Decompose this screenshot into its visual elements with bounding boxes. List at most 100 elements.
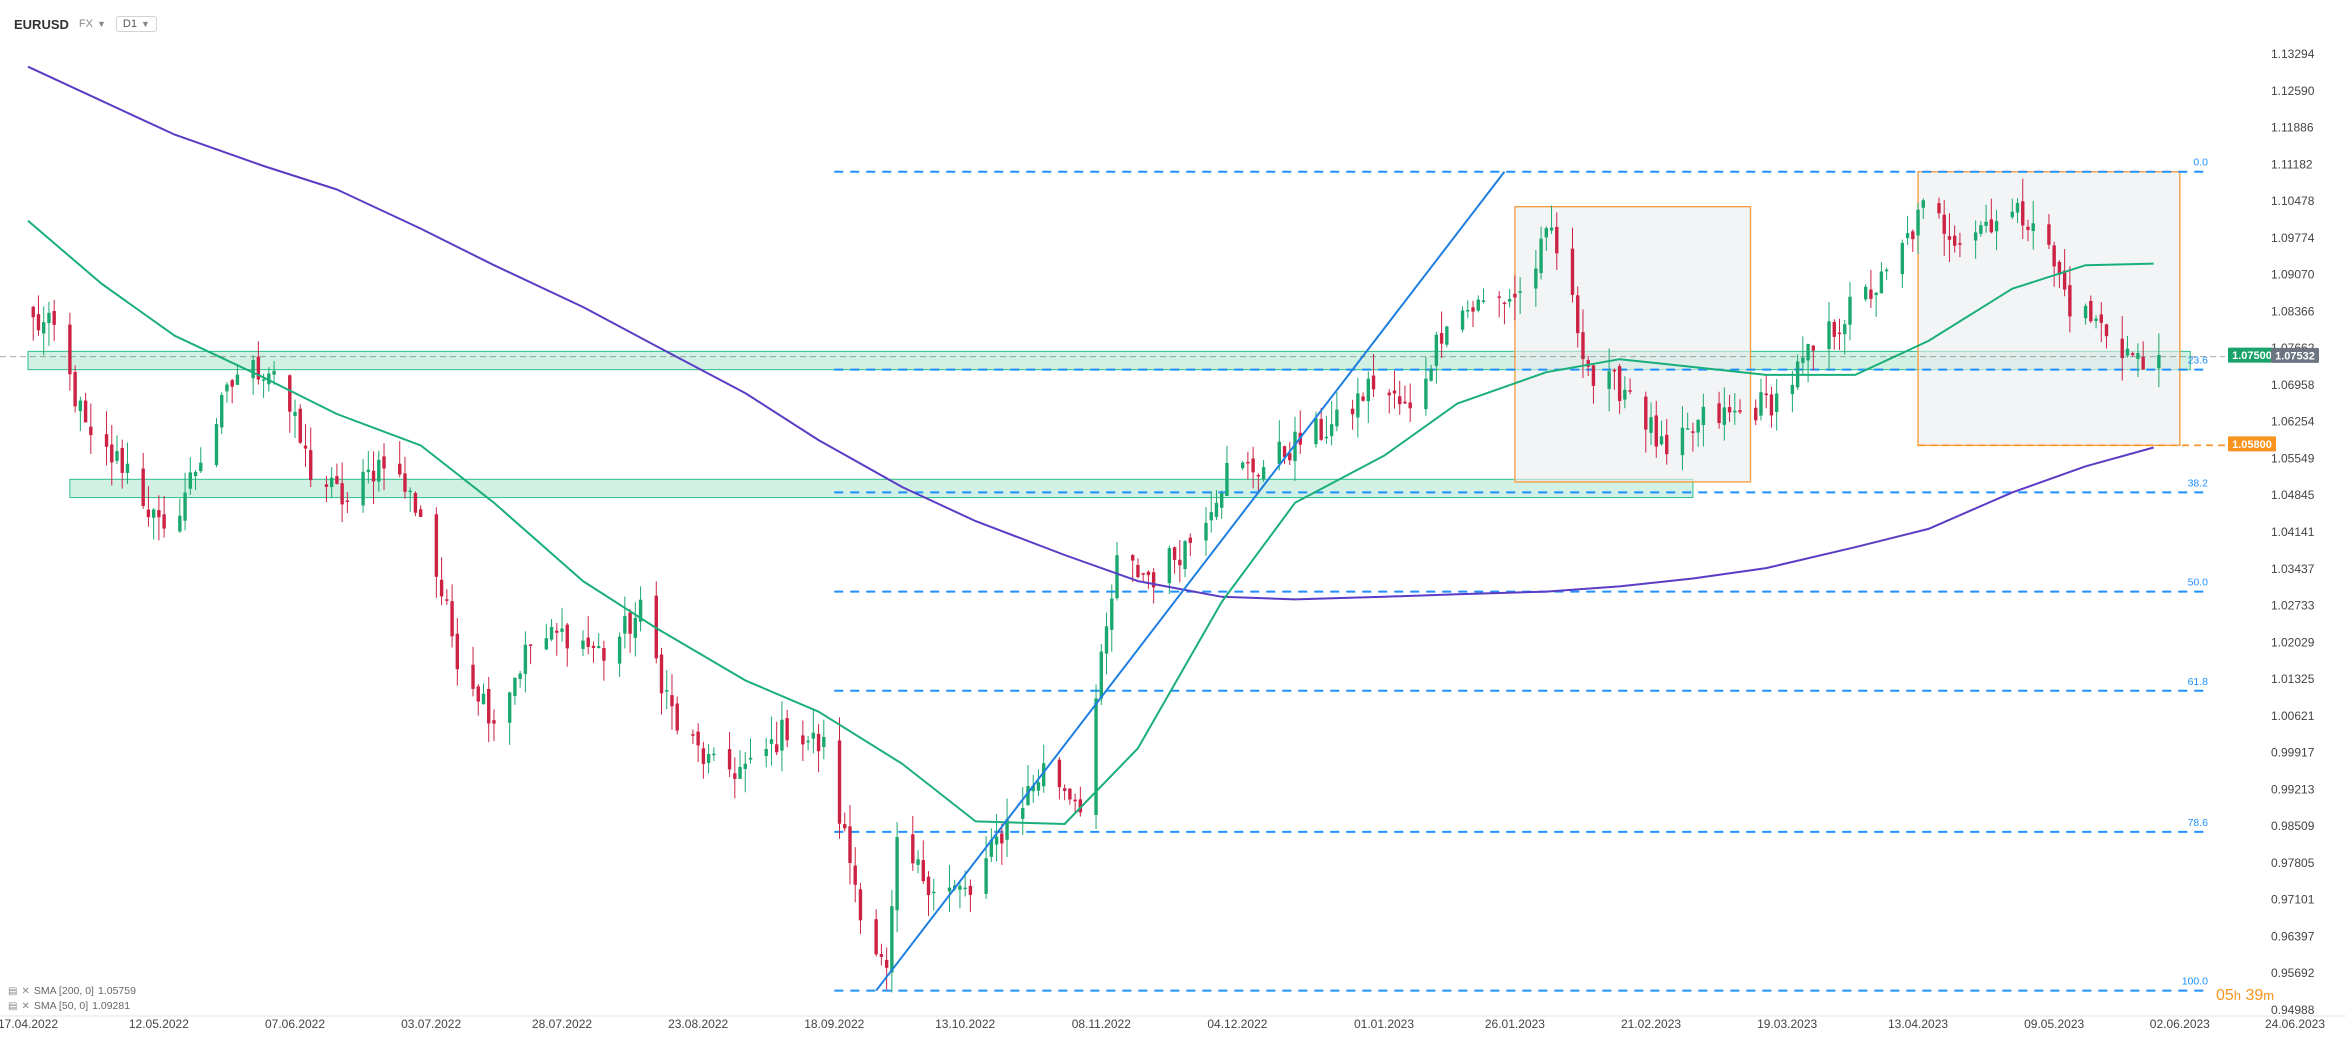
candle-body [1513,293,1517,298]
candle-body [743,763,747,769]
candle-body [1062,788,1067,791]
fib-level-label: 38.2 [2188,477,2209,489]
candle-body [1188,537,1192,543]
candle-body [83,400,88,423]
symbol-label[interactable]: EURUSD [14,16,69,32]
timeframe-select[interactable]: D1 ▼ [115,16,157,32]
candle-body [1879,271,1884,294]
candle-body [1073,799,1077,802]
candle-body [633,617,638,638]
fib-level-label: 50.0 [2188,577,2209,589]
candle-body [445,599,449,601]
candle-body [1392,390,1397,394]
candle-body [1460,310,1465,330]
y-tick-label: 0.99213 [2271,782,2315,796]
candle-body [1717,403,1721,424]
candle-body [256,356,261,380]
indicator-label: SMA [50, 0] [33,1000,89,1012]
candle-body [727,749,732,770]
y-tick-label: 0.98509 [2271,819,2315,833]
sma-50-line[interactable] [27,220,2154,825]
countdown-minutes-unit: m [2263,988,2275,1003]
candle-body [837,740,842,824]
candle-body [36,314,41,331]
candle-body [738,766,742,779]
candle-body [110,444,114,463]
candle-body [1220,492,1224,508]
support-zone[interactable] [69,478,1694,499]
candle-body [476,686,480,702]
candle-body [146,509,151,518]
candle-body [1827,321,1831,350]
indicator-row-sma50[interactable]: ▤ ✕ SMA [50, 0] 1.09281 [8,999,136,1014]
consolidation-box[interactable] [1917,171,2181,447]
candle-body [890,906,894,973]
candle-body [1539,238,1543,274]
candle-body [1000,833,1004,844]
y-tick-label: 1.08366 [2271,304,2315,318]
x-tick-label: 21.02.2023 [1621,1017,1681,1031]
candle-body [1240,462,1245,469]
price-tag[interactable] [2228,436,2276,452]
candle-body [769,739,774,744]
candle-body [398,463,402,475]
eye-icon[interactable]: ▤ [8,1001,18,1012]
price-tag[interactable] [2271,347,2319,363]
candle-body [785,718,789,741]
x-tick-label: 23.08.2022 [668,1017,728,1031]
market-label[interactable]: FX ▼ [78,18,106,30]
candle-body [1544,228,1549,238]
candle-body [1204,522,1208,541]
candle-body [659,654,664,694]
price-tag-label: 1.05800 [2232,439,2272,451]
candle-body [1439,333,1444,344]
chevron-down-icon[interactable]: ▼ [96,19,106,29]
candle-body [157,510,161,518]
price-tag[interactable] [2228,347,2276,363]
eye-icon[interactable]: ▤ [8,986,18,997]
y-tick-label: 1.03437 [2271,562,2315,576]
candle-body [1314,418,1318,445]
candle-body [1591,365,1596,386]
candle-body [1984,221,1988,226]
candle-body [1581,332,1585,360]
x-tick-label: 26.01.2023 [1485,1017,1545,1031]
indicator-row-sma200[interactable]: ▤ ✕ SMA [200, 0] 1.05759 [8,984,136,999]
candle-body [2047,224,2051,245]
candle-body [2062,270,2067,290]
candle-body [345,500,350,502]
close-icon[interactable]: ✕ [21,1001,30,1012]
x-tick-label: 03.07.2022 [401,1017,461,1031]
consolidation-box[interactable] [1514,206,1752,483]
candle-body [225,384,229,392]
candle-body [843,824,847,829]
candle-body [1099,651,1103,699]
candle-body [806,740,810,743]
chevron-down-icon[interactable]: ▼ [140,19,150,29]
candle-body [1869,289,1873,299]
support-zone[interactable] [27,350,2191,371]
candle-body [774,744,779,753]
candle-body [617,636,622,664]
candle-body [1502,302,1507,305]
candle-body [1947,236,1952,240]
candle-body [1617,366,1622,402]
candle-body [1026,786,1030,806]
sma-200-line[interactable] [27,65,2154,601]
candle-body [911,834,915,864]
close-icon[interactable]: ✕ [21,986,30,997]
candle-body [42,322,46,334]
candle-body [1225,463,1229,496]
candle-body [1387,392,1391,396]
candle-body [591,645,596,648]
trendline[interactable] [875,171,1506,992]
y-tick-label: 1.01325 [2271,672,2315,686]
candle-countdown: 05h 39m [2216,987,2274,1005]
candle-body [748,757,753,760]
y-tick-label: 0.97101 [2271,893,2315,907]
candle-body [1937,203,1941,214]
candle-body [324,484,329,487]
candle-body [188,472,193,489]
candle-body [544,638,549,650]
